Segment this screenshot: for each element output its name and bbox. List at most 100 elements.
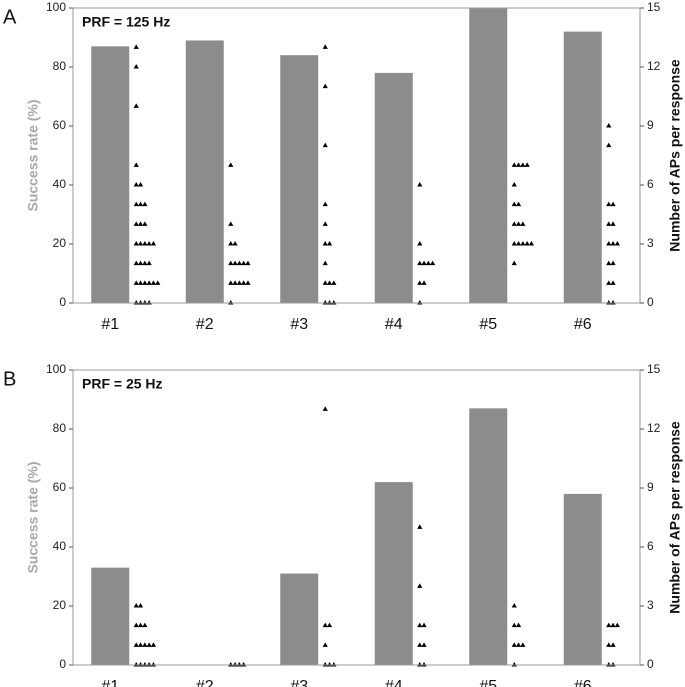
ap-point: [511, 662, 517, 667]
ap-point: [322, 221, 328, 226]
ap-point: [610, 280, 616, 285]
x-tick-label: #2: [196, 678, 214, 687]
annotation: PRF = 125 Hz: [82, 14, 170, 30]
ap-point: [142, 622, 148, 628]
ap-point: [515, 221, 522, 226]
annotation: PRF = 25 Hz: [82, 376, 163, 392]
ap-point: [228, 280, 234, 285]
ap-point: [425, 260, 431, 266]
ap-point: [610, 300, 616, 305]
ap-point: [322, 406, 328, 411]
ap-point: [515, 201, 522, 207]
y-tick-label: 100: [46, 0, 66, 14]
x-tick-label: #1: [101, 316, 119, 333]
ap-point: [137, 182, 144, 187]
ap-point: [228, 300, 234, 305]
ap-point: [515, 642, 522, 647]
bar: [185, 40, 224, 303]
ap-point: [610, 642, 616, 647]
ap-point: [150, 280, 157, 285]
ap-point: [133, 221, 139, 226]
ap-point: [236, 280, 242, 285]
ap-point: [146, 642, 152, 647]
ap-point: [606, 300, 612, 305]
ap-point: [322, 44, 328, 49]
ap-point: [511, 182, 517, 187]
ap-point: [150, 662, 157, 667]
y2-tick-label: 6: [647, 539, 654, 553]
ap-point: [228, 162, 234, 167]
ap-point: [232, 241, 238, 246]
ap-point: [133, 162, 139, 167]
bar: [91, 46, 130, 303]
ap-point: [142, 241, 148, 246]
ap-point: [326, 280, 333, 285]
ap-point: [133, 201, 139, 207]
ap-point: [610, 662, 616, 667]
ap-point: [511, 241, 517, 246]
y2-tick-label: 15: [647, 362, 661, 376]
ap-point: [331, 280, 337, 285]
ap-point: [142, 642, 148, 647]
y-tick-label: 80: [53, 59, 67, 73]
ap-point: [511, 201, 517, 207]
ap-point: [150, 241, 157, 246]
ap-point: [614, 241, 620, 246]
ap-point: [421, 280, 427, 285]
ap-point: [150, 642, 157, 647]
ap-point: [137, 280, 144, 285]
ap-point: [606, 280, 612, 285]
ap-point: [515, 162, 522, 167]
x-tick-label: #2: [196, 316, 214, 333]
ap-point: [528, 241, 535, 246]
ap-point: [322, 260, 328, 266]
ap-point: [236, 260, 242, 266]
ap-point: [137, 260, 144, 266]
ap-point: [232, 662, 238, 667]
ap-point: [326, 241, 333, 246]
ap-point: [511, 260, 517, 266]
ap-point: [146, 241, 152, 246]
ap-point: [146, 280, 152, 285]
y-tick-label: 20: [53, 598, 67, 612]
y-tick-label: 100: [46, 362, 66, 376]
ap-point: [322, 642, 328, 647]
ap-point: [245, 280, 251, 285]
ap-point: [606, 642, 612, 647]
x-tick-label: #4: [385, 678, 403, 687]
ap-point: [133, 241, 139, 246]
ap-point: [417, 583, 423, 588]
ap-point: [322, 142, 328, 148]
ap-point: [515, 622, 522, 628]
ap-point: [241, 662, 247, 667]
x-tick-label: #5: [479, 316, 497, 333]
y-axis-label: Success rate (%): [25, 99, 41, 211]
ap-point: [228, 260, 234, 266]
ap-point: [232, 280, 238, 285]
ap-point: [520, 221, 526, 226]
ap-point: [133, 300, 139, 305]
ap-point: [245, 260, 251, 266]
ap-point: [228, 241, 234, 246]
ap-point: [331, 662, 337, 667]
ap-point: [133, 260, 139, 266]
ap-point: [137, 300, 144, 305]
y2-tick-label: 6: [647, 177, 654, 191]
ap-point: [606, 241, 612, 246]
ap-point: [606, 622, 612, 628]
ap-point: [421, 622, 427, 628]
ap-point: [133, 603, 139, 608]
ap-point: [524, 241, 530, 246]
ap-point: [515, 241, 522, 246]
ap-point: [236, 662, 242, 667]
y-axis-label: Success rate (%): [25, 461, 41, 573]
y-tick-label: 80: [53, 421, 67, 435]
ap-point: [606, 142, 612, 148]
ap-point: [421, 642, 427, 647]
ap-point: [511, 622, 517, 628]
y2-tick-label: 3: [647, 236, 654, 250]
x-tick-label: #4: [385, 316, 403, 333]
ap-point: [137, 241, 144, 246]
ap-point: [606, 201, 612, 207]
ap-point: [614, 622, 620, 628]
